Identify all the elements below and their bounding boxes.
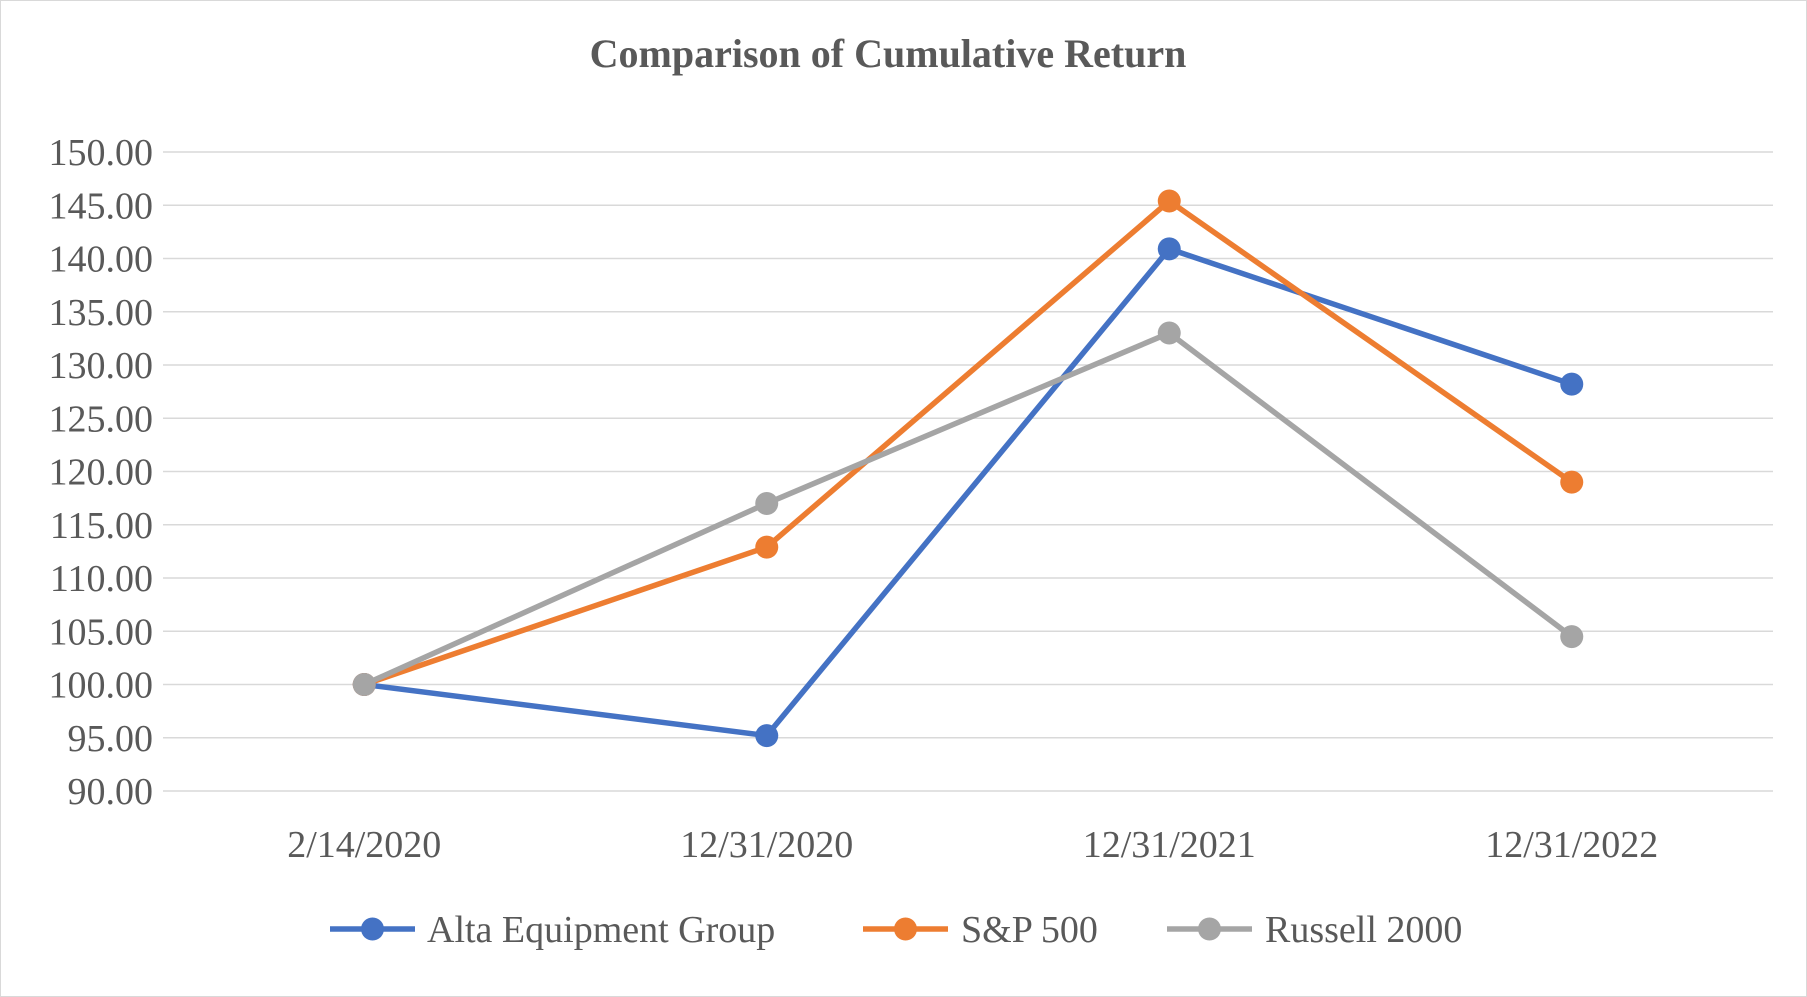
legend-label: Alta Equipment Group <box>427 909 775 951</box>
x-tick-label: 12/31/2021 <box>1083 824 1256 866</box>
legend-item: S&P 500 <box>863 909 1098 951</box>
x-tick-label: 12/31/2020 <box>680 824 853 866</box>
x-tick-label: 12/31/2022 <box>1485 824 1658 866</box>
data-point <box>352 673 376 696</box>
y-axis-ticks: 90.00 95.00 100.00 105.00 110.00 115.00 120.00… <box>49 132 154 813</box>
y-tick-label: 150.00 <box>49 132 154 174</box>
series-line <box>363 198 1574 688</box>
data-point <box>1560 372 1584 396</box>
series-lines <box>352 189 1584 748</box>
y-tick-label: 135.00 <box>49 292 154 334</box>
y-tick-label: 145.00 <box>49 185 154 227</box>
gridlines <box>163 151 1773 792</box>
y-tick-label: 140.00 <box>49 239 154 281</box>
x-tick-label: 2/14/2020 <box>287 824 441 866</box>
y-tick-label: 100.00 <box>49 665 154 707</box>
legend: Alta Equipment Group S&P 500 Russell 2000 <box>330 909 1462 951</box>
x-axis-ticks: 2/14/2020 12/31/2020 12/31/2021 12/31/2022 <box>287 824 1658 866</box>
series-alta-equipment-group <box>352 237 1584 748</box>
legend-marker <box>894 917 917 941</box>
data-point <box>1157 189 1181 213</box>
legend-marker <box>361 917 384 941</box>
data-point <box>755 535 779 559</box>
y-tick-label: 120.00 <box>49 452 154 494</box>
data-point <box>1560 470 1584 494</box>
legend-label: Russell 2000 <box>1265 909 1462 951</box>
series-s-p-500 <box>352 189 1584 696</box>
y-tick-label: 125.00 <box>49 398 154 440</box>
y-tick-label: 110.00 <box>50 558 153 600</box>
data-point <box>1157 237 1181 261</box>
y-tick-label: 105.00 <box>49 611 154 653</box>
legend-item: Russell 2000 <box>1167 909 1462 951</box>
data-point <box>755 491 779 515</box>
data-point <box>1157 321 1181 345</box>
chart-title: Comparison of Cumulative Return <box>590 31 1187 76</box>
data-point <box>755 724 779 748</box>
legend-item: Alta Equipment Group <box>330 909 775 951</box>
y-tick-label: 115.00 <box>50 505 153 547</box>
series-line <box>363 330 1574 688</box>
y-tick-label: 95.00 <box>68 718 154 760</box>
legend-marker <box>1198 917 1221 941</box>
y-tick-label: 130.00 <box>49 345 154 387</box>
series-russell-2000 <box>352 321 1584 696</box>
data-point <box>1560 625 1584 649</box>
y-tick-label: 90.00 <box>68 771 154 813</box>
series-line <box>363 246 1573 739</box>
legend-label: S&P 500 <box>961 909 1098 951</box>
